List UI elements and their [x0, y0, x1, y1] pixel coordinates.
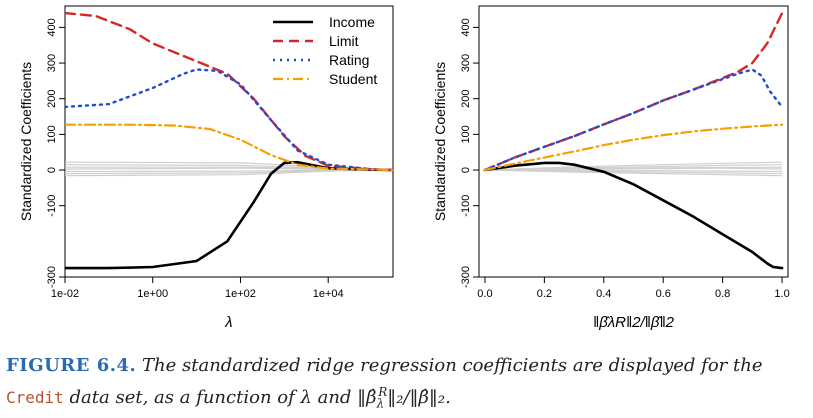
y-tick-label: 100	[460, 125, 472, 143]
y-tick-label: 200	[460, 90, 472, 108]
figure-label: FIGURE 6.4.	[6, 355, 137, 376]
series-line-rating	[65, 68, 393, 172]
figure-caption: FIGURE 6.4. The standardized ridge regre…	[6, 355, 763, 411]
series-line-income	[483, 161, 784, 270]
x-tick-label: 1e+04	[313, 288, 344, 300]
series-line-rating	[483, 68, 784, 172]
other-predictor-line	[484, 164, 783, 171]
y-axis-label: Standardized Coefficients	[432, 62, 448, 221]
chart-panel-norm-ratio: -300 -100 0 100 200 300 400 0.0 0.2 0.4 0.6 0.8 1.0 S…	[432, 5, 790, 331]
y-tick-label: 400	[46, 18, 58, 36]
caption-text-2: data set, as a function of λ and ‖β̂	[69, 387, 377, 408]
y-tick-label: 300	[460, 54, 472, 72]
x-tick-label: 1.0	[774, 288, 789, 300]
x-axis-label: λ	[224, 314, 232, 331]
plot-frame	[64, 5, 394, 278]
series-line-student	[483, 123, 784, 172]
legend-label-income: Income	[329, 14, 375, 30]
series-line-student	[65, 123, 393, 172]
y-tick-label: 100	[46, 125, 58, 143]
x-tick-label: 1e+00	[137, 288, 168, 300]
x-tick-label: 0.2	[537, 288, 552, 300]
other-predictor-line	[484, 167, 783, 171]
other-predictor-line	[484, 169, 783, 177]
x-tick-label: 0.8	[715, 288, 730, 300]
caption-text-3: ‖₂/‖β̂‖₂.	[387, 387, 451, 408]
x-tick-label: 0.4	[596, 288, 611, 300]
y-tick-label: -300	[46, 266, 58, 288]
y-tick-label: 0	[46, 167, 58, 173]
x-tick-label: 1e+02	[225, 288, 256, 300]
figure-canvas: -300 -100 0 100 200 300 400 1e-02 1e+00 1e+02 1e+0…	[18, 5, 790, 331]
x-axis-label: ‖β̂λR‖2/‖β̂‖2	[593, 314, 675, 331]
x-tick-label: 1e-02	[51, 288, 79, 300]
other-predictor-line	[484, 161, 783, 171]
y-tick-label: 400	[460, 18, 472, 36]
legend-label-limit: Limit	[329, 33, 359, 49]
other-predictor-line	[484, 169, 783, 173]
x-tick-label: 0.0	[477, 288, 492, 300]
series-line-limit	[483, 11, 784, 172]
y-tick-label: 300	[46, 54, 58, 72]
other-predictor-line	[65, 169, 393, 177]
caption-text-1: The standardized ridge regression coeffi…	[142, 355, 763, 376]
plot-frame	[478, 5, 789, 278]
series-line-income	[65, 160, 393, 270]
y-tick-label: -300	[460, 266, 472, 288]
chart-panel-lambda: -300 -100 0 100 200 300 400 1e-02 1e+00 1e+02 1e+0…	[18, 5, 394, 331]
y-tick-label: 200	[46, 90, 58, 108]
y-tick-label: 0	[460, 167, 472, 173]
y-axis-label: Standardized Coefficients	[18, 62, 34, 221]
y-tick-label: -100	[46, 195, 58, 217]
legend-label-rating: Rating	[329, 52, 369, 68]
x-tick-label: 0.6	[656, 288, 671, 300]
caption-code: Credit	[6, 388, 64, 407]
legend-label-student: Student	[329, 71, 377, 87]
y-tick-label: -100	[460, 195, 472, 217]
